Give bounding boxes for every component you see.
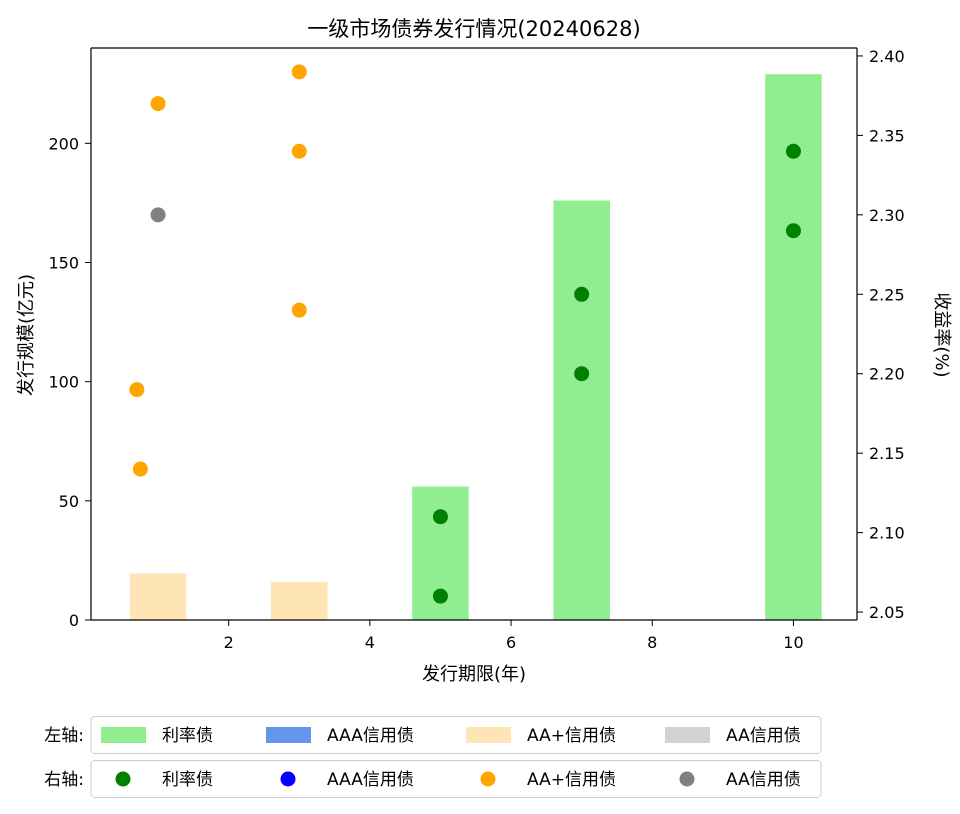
legend-swatch-aaa-dot bbox=[280, 771, 296, 787]
y-left-tick-label-1: 50 bbox=[59, 492, 79, 511]
legend-label-aa-0: AA信用债 bbox=[726, 726, 801, 746]
plot-area: 2 4 6 8 100501001502002.052.102.152.202.252.… bbox=[48, 47, 904, 652]
y-left-tick-label-4: 200 bbox=[48, 134, 79, 153]
y-left-axis-title: 发行规模(亿元) bbox=[16, 274, 37, 396]
x-tick-label-0: 2 bbox=[224, 633, 234, 652]
y-left-tick-label-0: 0 bbox=[69, 611, 79, 630]
bar-series-2 bbox=[765, 74, 822, 620]
legend-label-series-1: 利率债 bbox=[162, 770, 213, 790]
point-aaplus-8 bbox=[150, 96, 166, 112]
point-series-0 bbox=[432, 588, 448, 604]
legend-label-aaa-0: AAA信用债 bbox=[327, 726, 414, 746]
point-series-3 bbox=[574, 286, 590, 302]
x-tick-label-2: 6 bbox=[506, 633, 516, 652]
point-aaplus-9 bbox=[291, 64, 307, 80]
legend-label-series-0: 利率债 bbox=[162, 726, 213, 746]
x-tick-label-4: 10 bbox=[783, 633, 803, 652]
legend-swatch-series-bar bbox=[101, 727, 146, 743]
bar-series-1 bbox=[553, 200, 610, 621]
legend-row-label-1: 右轴: bbox=[44, 770, 84, 790]
y-right-axis-title: 收益率(%) bbox=[931, 292, 952, 377]
y-right-tick-label-0: 2.05 bbox=[869, 603, 905, 622]
x-tick-label-3: 8 bbox=[647, 633, 657, 652]
y-right-tick-label-2: 2.15 bbox=[869, 444, 905, 463]
legend-swatch-aa-bar bbox=[665, 727, 710, 743]
point-aa-12 bbox=[150, 207, 166, 223]
point-aaplus-7 bbox=[132, 461, 148, 477]
legend-box-1 bbox=[90, 760, 822, 798]
point-aaplus-6 bbox=[129, 382, 145, 398]
y-right-tick-label-5: 2.30 bbox=[869, 206, 905, 225]
y-right-tick-label-7: 2.40 bbox=[869, 47, 905, 66]
y-right-tick-label-3: 2.20 bbox=[869, 365, 905, 384]
legend-swatch-aa-dot bbox=[679, 771, 695, 787]
x-tick-label-1: 4 bbox=[365, 633, 375, 652]
legend-box-0 bbox=[90, 716, 822, 754]
point-series-4 bbox=[785, 223, 801, 239]
point-series-2 bbox=[574, 366, 590, 382]
legend-label-aa-1: AA信用债 bbox=[726, 770, 801, 790]
point-series-5 bbox=[785, 143, 801, 159]
bar-aaplus-3 bbox=[129, 573, 187, 620]
y-left-tick-label-2: 100 bbox=[48, 373, 79, 392]
legend-swatch-series-dot bbox=[115, 771, 131, 787]
legend-swatch-aaa-bar bbox=[266, 727, 311, 743]
point-aaplus-11 bbox=[291, 302, 307, 318]
legend-label-aaplus-1: AA+信用债 bbox=[527, 770, 616, 790]
legend-row-label-0: 左轴: bbox=[44, 726, 84, 746]
y-right-tick-label-1: 2.10 bbox=[869, 524, 905, 543]
x-axis-title: 发行期限(年) bbox=[422, 664, 526, 685]
legend-label-aaplus-0: AA+信用债 bbox=[527, 726, 616, 746]
legend-swatch-aaplus-bar bbox=[466, 727, 511, 743]
legend-label-aaa-1: AAA信用债 bbox=[327, 770, 414, 790]
y-left-tick-label-3: 150 bbox=[48, 254, 79, 273]
y-right-tick-label-6: 2.35 bbox=[869, 126, 905, 145]
y-right-tick-label-4: 2.25 bbox=[869, 285, 905, 304]
chart-title: 一级市场债券发行情况(20240628) bbox=[307, 17, 640, 41]
point-aaplus-10 bbox=[291, 143, 307, 159]
point-series-1 bbox=[432, 509, 448, 525]
bar-aaplus-4 bbox=[271, 581, 328, 620]
legend-swatch-aaplus-dot bbox=[480, 771, 496, 787]
